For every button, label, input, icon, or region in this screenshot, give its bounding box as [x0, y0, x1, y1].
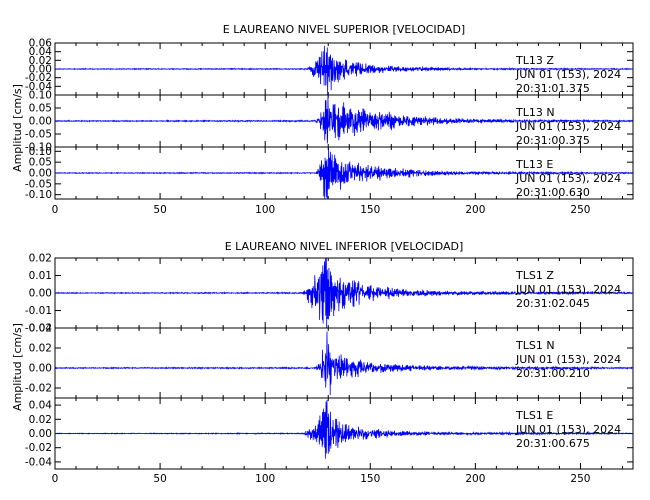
y-tick-label: 0.05	[29, 157, 52, 169]
trace-time: 20:31:00.675	[516, 437, 590, 450]
y-tick-label: 0.04	[29, 46, 53, 58]
trace-time: 20:31:00.210	[516, 367, 590, 380]
y-tick-label: 0.01	[29, 270, 52, 282]
y-tick-label: -0.02	[25, 72, 52, 84]
y-tick-label: 0.00	[29, 363, 52, 375]
trace-date: JUN 01 (153), 2024	[515, 120, 621, 133]
y-tick-label: -0.04	[25, 456, 52, 468]
y-tick-label: -0.10	[25, 142, 52, 154]
seismogram-trace-TL13-Z	[54, 45, 634, 96]
y-tick-label: 0.00	[29, 428, 52, 440]
seismogram-trace-TLS1-E	[54, 399, 634, 459]
y-tick-label: -0.02	[25, 442, 52, 454]
seismogram-trace-TLS1-N	[54, 331, 634, 396]
y-tick-label: -0.02	[25, 323, 52, 335]
trace-station-component: TLS1 N	[515, 339, 555, 352]
trace-time: 20:31:02.045	[516, 297, 590, 310]
y-tick-label: 0.02	[29, 55, 52, 67]
x-tick-label: 250	[570, 204, 590, 216]
y-tick-label: -0.04	[25, 81, 52, 93]
panel-lower: E LAUREANO NIVEL INFERIOR [VELOCIDAD] Am…	[11, 240, 634, 485]
trace-time: 20:31:00.375	[516, 134, 590, 147]
x-tick-label: 250	[570, 473, 590, 485]
y-tick-label: 0.04	[29, 323, 53, 335]
trace-station-component: TL13 N	[515, 106, 555, 119]
y-axis-label-upper: Amplitud [cm/s]	[11, 84, 24, 172]
y-axis-label-lower: Amplitud [cm/s]	[11, 323, 24, 411]
x-tick-label: 200	[465, 204, 485, 216]
panel-upper: E LAUREANO NIVEL SUPERIOR [VELOCIDAD] Am…	[11, 23, 634, 216]
y-tick-label: 0.02	[29, 414, 52, 426]
y-tick-label: 0.00	[29, 288, 52, 300]
y-tick-label: -0.01	[25, 305, 52, 317]
x-tick-label: 100	[255, 473, 275, 485]
y-tick-label: 0.05	[29, 103, 52, 115]
trace-station-component: TL13 Z	[515, 54, 554, 67]
trace-station-component: TL13 E	[515, 158, 553, 171]
chart-title-lower: E LAUREANO NIVEL INFERIOR [VELOCIDAD]	[225, 240, 464, 253]
chart-title-upper: E LAUREANO NIVEL SUPERIOR [VELOCIDAD]	[223, 23, 465, 36]
y-tick-label: 0.10	[29, 90, 52, 102]
x-tick-label: 150	[360, 204, 380, 216]
y-tick-label: 0.04	[29, 400, 53, 412]
y-tick-label: 0.02	[29, 343, 52, 355]
trace-date: JUN 01 (153), 2024	[515, 172, 621, 185]
y-tick-label: 0.00	[29, 64, 52, 76]
trace-date: JUN 01 (153), 2024	[515, 423, 621, 436]
y-tick-label: -0.05	[25, 178, 52, 190]
trace-time: 20:31:00.630	[516, 186, 590, 199]
x-tick-label: 0	[52, 473, 59, 485]
trace-date: JUN 01 (153), 2024	[515, 68, 621, 81]
x-tick-label: 150	[360, 473, 380, 485]
trace-date: JUN 01 (153), 2024	[515, 353, 621, 366]
trace-time: 20:31:01.375	[516, 82, 590, 95]
x-tick-label: 0	[52, 204, 59, 216]
seismogram-trace-TLS1-Z	[54, 257, 634, 329]
seismogram-trace-TL13-E	[54, 146, 634, 200]
x-tick-label: 100	[255, 204, 275, 216]
x-tick-label: 200	[465, 473, 485, 485]
x-tick-label: 50	[153, 473, 166, 485]
trace-date: JUN 01 (153), 2024	[515, 283, 621, 296]
y-tick-label: -0.02	[25, 383, 52, 395]
trace-station-component: TLS1 Z	[515, 269, 554, 282]
y-tick-label: -0.10	[25, 189, 52, 201]
trace-station-component: TLS1 E	[515, 409, 553, 422]
seismogram-trace-TL13-N	[54, 94, 634, 144]
y-tick-label: -0.05	[25, 129, 52, 141]
y-tick-label: 0.02	[29, 253, 52, 265]
x-tick-label: 50	[153, 204, 166, 216]
y-tick-label: 0.00	[29, 168, 52, 180]
y-tick-label: 0.00	[29, 116, 52, 128]
y-tick-label: 0.10	[29, 146, 52, 158]
y-tick-label: 0.06	[29, 38, 53, 50]
